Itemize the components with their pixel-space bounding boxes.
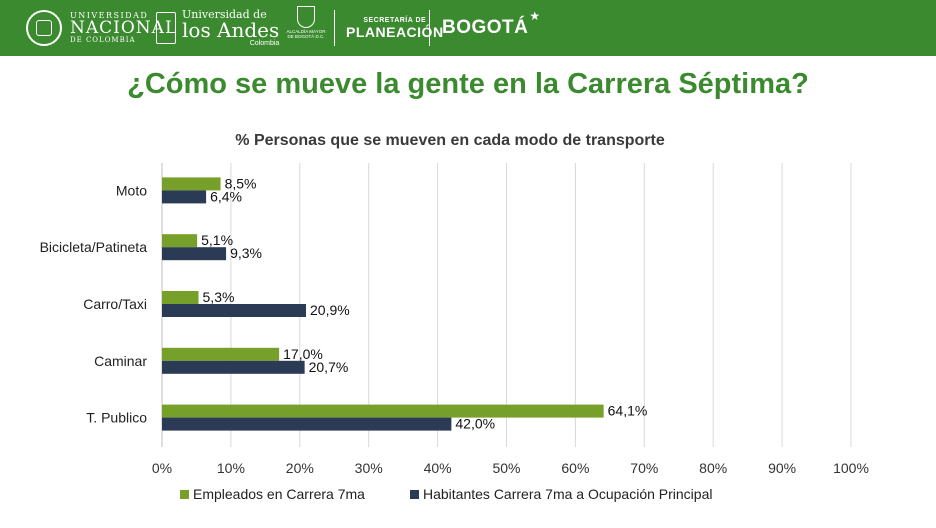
x-tick-label: 20% bbox=[286, 460, 314, 476]
andes-logo: Universidad de los Andes Colombia bbox=[156, 6, 279, 50]
data-label: 9,3% bbox=[230, 245, 262, 261]
bar bbox=[162, 291, 199, 304]
unal-line2: NACIONAL bbox=[70, 18, 178, 38]
legend: Empleados en Carrera 7ma Habitantes Carre… bbox=[180, 486, 712, 502]
bar bbox=[162, 234, 198, 248]
data-label: 42,0% bbox=[455, 416, 495, 432]
alcaldia-logo: ALCALDÍA MAYOR DE BOGOTÁ D.C. bbox=[284, 6, 328, 50]
x-tick-label: 80% bbox=[699, 460, 727, 476]
andes-line2: los Andes bbox=[182, 18, 280, 42]
unal-logo: UNIVERSIDAD NACIONAL DE COLOMBIA bbox=[26, 6, 177, 50]
data-label: 6,4% bbox=[210, 188, 242, 204]
bar bbox=[162, 360, 305, 374]
star-icon: ★ bbox=[529, 9, 541, 23]
alcaldia-text: ALCALDÍA MAYOR DE BOGOTÁ D.C. bbox=[286, 29, 326, 39]
x-tick-label: 30% bbox=[355, 460, 383, 476]
data-label: 17,0% bbox=[283, 346, 323, 362]
category-label: Moto bbox=[116, 182, 147, 198]
x-tick-label: 100% bbox=[833, 460, 869, 476]
x-tick-label: 40% bbox=[424, 460, 452, 476]
category-labels: Moto Bicicleta/Patineta Carro/Taxi Caminar T… bbox=[40, 182, 148, 425]
bar bbox=[162, 404, 604, 418]
bogota-text: BOGOTÁ bbox=[442, 17, 529, 38]
category-label: T. Publico bbox=[86, 410, 147, 426]
unal-line3: DE COLOMBIA bbox=[70, 36, 136, 44]
chart-title: % Personas que se mueven en cada modo de… bbox=[235, 132, 665, 149]
data-label: 20,9% bbox=[310, 302, 350, 318]
sdp-line1: SECRETARÍA DE bbox=[363, 16, 427, 24]
andes-emblem-icon bbox=[156, 12, 176, 44]
x-tick-label: 90% bbox=[768, 460, 796, 476]
header-bar: UNIVERSIDAD NACIONAL DE COLOMBIA Univers… bbox=[0, 0, 936, 56]
category-label: Caminar bbox=[94, 353, 147, 369]
data-label: 8,5% bbox=[225, 175, 257, 191]
header-divider bbox=[334, 10, 335, 46]
sdp-logo: SECRETARÍA DE PLANEACIÓN bbox=[346, 6, 444, 50]
unal-line1: UNIVERSIDAD bbox=[70, 11, 149, 20]
legend-swatch bbox=[410, 490, 419, 499]
category-label: Bicicleta/Patineta bbox=[40, 239, 148, 255]
x-tick-label: 10% bbox=[217, 460, 245, 476]
value-labels: 8,5%6,4% 5,1%9,3% 5,3% 20,9% 17,0%20,7% 64,1%… bbox=[201, 175, 647, 431]
bar bbox=[162, 417, 452, 431]
bar bbox=[162, 347, 280, 361]
bar bbox=[162, 304, 307, 317]
x-tick-label: 70% bbox=[630, 460, 658, 476]
page-title: ¿Cómo se mueve la gente en la Carrera Sé… bbox=[127, 68, 809, 100]
andes-line1: Universidad de bbox=[182, 8, 267, 21]
data-label: 5,3% bbox=[203, 289, 235, 305]
legend-label: Habitantes Carrera 7ma a Ocupación Princ… bbox=[423, 486, 712, 502]
alcaldia-shield-icon bbox=[297, 6, 315, 28]
x-tick-label: 0% bbox=[152, 460, 172, 476]
bar bbox=[162, 247, 227, 261]
category-label: Carro/Taxi bbox=[83, 296, 147, 312]
legend-label: Empleados en Carrera 7ma bbox=[193, 486, 365, 502]
data-label: 5,1% bbox=[201, 232, 233, 248]
bar bbox=[162, 190, 207, 204]
andes-line3: Colombia bbox=[249, 40, 280, 47]
x-tick-labels: 0% 10% 20% 30% 40% 50% 60% 70% 80% 90% 100% bbox=[152, 460, 869, 476]
data-label: 64,1% bbox=[608, 403, 648, 419]
bars bbox=[162, 177, 604, 431]
sdp-line2: PLANEACIÓN bbox=[346, 23, 444, 40]
header-divider bbox=[429, 10, 430, 46]
x-tick-label: 60% bbox=[561, 460, 589, 476]
bogota-logo: BOGOTÁ ★ bbox=[442, 6, 540, 50]
bar bbox=[162, 177, 221, 191]
data-label: 20,7% bbox=[309, 359, 349, 375]
x-tick-label: 50% bbox=[492, 460, 520, 476]
unal-seal-icon bbox=[26, 10, 62, 46]
legend-swatch bbox=[180, 490, 189, 499]
